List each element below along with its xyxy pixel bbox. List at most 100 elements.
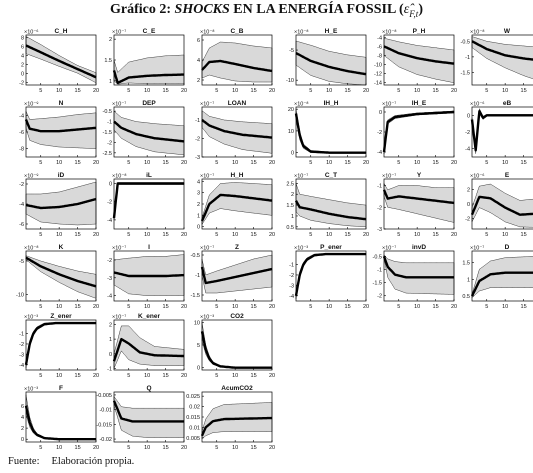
median-line [383, 45, 455, 65]
y-tick-label: -2 [19, 342, 24, 348]
y-tick-label: -2 [465, 216, 470, 222]
chart-panel-z: 5 10 15 20 -1.5 -1 -0.5×10⁻⁷ Z [191, 244, 276, 310]
plot-frame [25, 319, 97, 371]
chart-title: CO2 [230, 313, 244, 320]
median-line [294, 113, 367, 154]
median-line [24, 321, 97, 366]
x-tick-label: 5 [215, 88, 218, 94]
x-tick-label: 10 [56, 88, 62, 94]
plot-frame [383, 178, 455, 230]
x-tick-label: 20 [363, 88, 369, 94]
chart-title: LOAN [228, 100, 247, 107]
axis-exponent: ×10⁻⁷ [382, 173, 396, 180]
median-line [200, 331, 273, 369]
x-tick-label: 10 [144, 373, 150, 379]
x-tick-label: 20 [451, 160, 457, 166]
x-tick-label: 15 [521, 160, 527, 166]
chart-title: P_H [413, 28, 426, 35]
x-tick-label: 10 [414, 88, 420, 94]
chart-panel-id: 5 10 15 20 -6 -4 -2×10⁻⁹ iD [19, 172, 99, 238]
median-line [382, 189, 455, 205]
y-tick-label: -1.5 [103, 130, 112, 136]
axis-exponent: ×10⁻⁹ [24, 173, 39, 180]
chart-panel-c-h: 5 10 15 20 -2 0 2 4 6 8×10⁻⁶ C_H [19, 28, 99, 94]
confidence-band [295, 183, 367, 228]
x-tick-label: 15 [251, 304, 257, 310]
y-tick-label: -2 [465, 130, 470, 136]
confidence-band [471, 36, 533, 80]
x-tick-label: 5 [397, 88, 400, 94]
chart-panel-k-ener: 5 10 15 20 -1 0 1 2×10⁻⁷ K_ener [107, 313, 187, 379]
y-tick-label: 1.5 [462, 261, 470, 267]
confidence-band [201, 110, 273, 154]
chart-panel-loan: 5 10 15 20 -3 -2 -1 ×10⁻⁷ LOAN [195, 100, 275, 166]
x-tick-label: 15 [521, 232, 527, 238]
y-tick-label: -0.5 [191, 253, 200, 259]
x-tick-label: 15 [75, 232, 81, 238]
chart-panel-invd: 5 10 15 20 -2 -1.5 -1 -0.5×10⁻⁷ invD [373, 244, 458, 310]
axis-exponent: ×10⁻⁷ [382, 101, 396, 108]
y-tick-label: 4 [197, 179, 200, 185]
x-tick-label: 15 [75, 373, 81, 379]
x-tick-label: 20 [93, 232, 99, 238]
x-tick-label: 10 [56, 373, 62, 379]
x-tick-label: 20 [451, 88, 457, 94]
chart-title: P_ener [320, 244, 342, 251]
x-tick-label: 10 [232, 88, 238, 94]
chart-title: D [505, 244, 510, 251]
y-tick-label: 6 [197, 38, 200, 44]
y-tick-label: 0 [379, 110, 382, 116]
x-tick-label: 15 [75, 88, 81, 94]
chart-panel-il: 5 10 15 20 -4 -2 0×10⁻⁸ iL [107, 172, 187, 238]
median-line [25, 197, 97, 210]
x-tick-label: 15 [251, 88, 257, 94]
y-tick-label: 1 [197, 213, 200, 219]
plot-frame [113, 250, 185, 302]
x-tick-label: 15 [433, 304, 439, 310]
y-tick-label: -5 [19, 259, 24, 265]
x-tick-label: 5 [127, 232, 130, 238]
median-line [382, 255, 455, 279]
y-tick-label: 0.015 [186, 415, 200, 421]
y-tick-label: -3 [107, 276, 112, 282]
median-line [112, 400, 185, 423]
plot-frame [113, 391, 185, 443]
median-line [112, 182, 185, 219]
chart-panel-ih-e: 5 10 15 20 -4 -2 0×10⁻⁷ IH_E [377, 100, 457, 166]
axis-exponent: ×10⁻⁷ [382, 245, 396, 252]
confidence-band [113, 395, 185, 438]
x-tick-label: 15 [75, 304, 81, 310]
axis-exponent: ×10⁻⁹ [24, 101, 39, 108]
axis-exponent: ×10⁻⁸ [112, 173, 127, 180]
x-tick-label: 5 [215, 232, 218, 238]
y-tick-label: 4 [197, 58, 200, 64]
chart-panel-z-ener: 5 10 15 20 -4 -3 -2 -1 ×10⁻³ Z_ener [19, 313, 99, 379]
figure-title-subscript: F,t [409, 8, 419, 19]
median-line [295, 52, 367, 76]
y-tick-label: 6 [21, 404, 24, 410]
confidence-band [201, 182, 273, 226]
axis-exponent: ×10⁻⁸ [382, 29, 397, 36]
x-tick-label: 20 [269, 445, 275, 451]
x-tick-label: 20 [269, 88, 275, 94]
x-tick-label: 5 [215, 304, 218, 310]
y-tick-label: 5 [197, 343, 200, 349]
y-tick-label: 0 [197, 225, 200, 231]
y-tick-label: 0.005 [186, 436, 200, 442]
y-tick-label: -3 [195, 155, 200, 161]
median-line [200, 416, 273, 437]
chart-panel-k: 5 10 15 20 -10 -5 ×10⁻⁸ K [16, 244, 99, 310]
x-tick-label: 20 [181, 445, 187, 451]
y-tick-label: -1 [465, 55, 470, 61]
y-tick-label: -2 [377, 294, 382, 300]
x-tick-label: 20 [451, 304, 457, 310]
y-tick-label: -2 [107, 140, 112, 146]
y-tick-label: 0.02 [189, 405, 200, 411]
y-tick-label: 2.5 [286, 181, 294, 187]
x-tick-label: 10 [502, 232, 508, 238]
x-tick-label: 10 [144, 88, 150, 94]
plot-frame [295, 34, 367, 86]
x-tick-label: 5 [39, 373, 42, 379]
